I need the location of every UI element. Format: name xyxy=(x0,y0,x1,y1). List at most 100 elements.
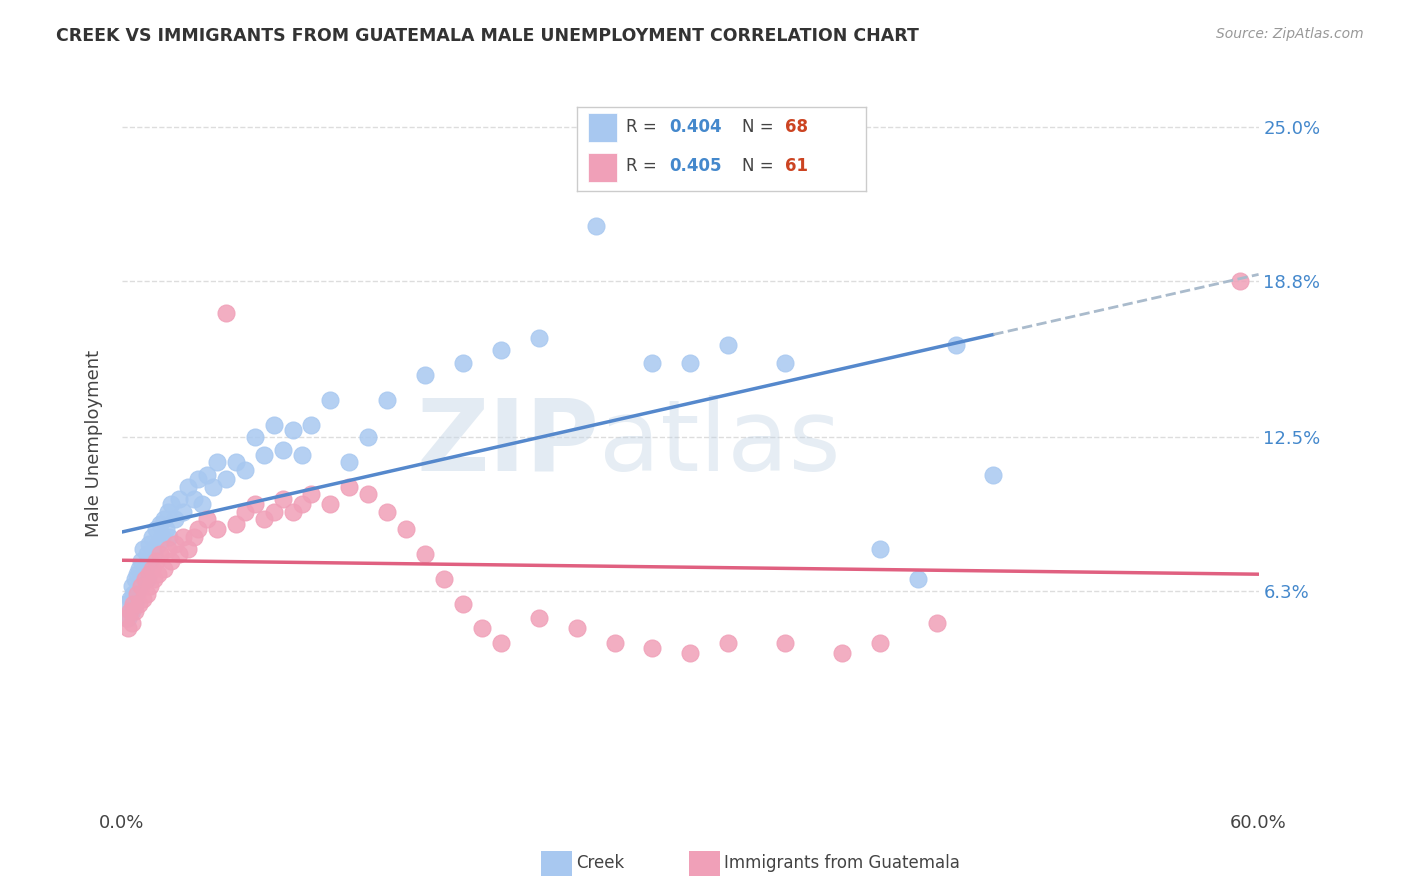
Point xyxy=(121,616,143,631)
Point xyxy=(281,505,304,519)
Point xyxy=(195,512,218,526)
Point xyxy=(357,430,380,444)
Point xyxy=(146,537,169,551)
Point xyxy=(195,467,218,482)
Point xyxy=(395,522,418,536)
Point xyxy=(233,505,256,519)
Point xyxy=(183,530,205,544)
Point xyxy=(135,572,157,586)
Point xyxy=(375,505,398,519)
Point xyxy=(118,604,141,618)
Point xyxy=(233,462,256,476)
Point xyxy=(831,646,853,660)
Point xyxy=(127,584,149,599)
Point xyxy=(135,547,157,561)
Point xyxy=(143,572,166,586)
Text: Creek: Creek xyxy=(576,855,624,872)
Text: ZIP: ZIP xyxy=(416,395,599,492)
Point xyxy=(172,530,194,544)
Point xyxy=(135,587,157,601)
Text: atlas: atlas xyxy=(599,395,841,492)
Point xyxy=(139,554,162,568)
Point xyxy=(291,497,314,511)
Point xyxy=(156,505,179,519)
Point xyxy=(253,512,276,526)
Point xyxy=(121,604,143,618)
Point xyxy=(187,473,209,487)
Point xyxy=(167,547,190,561)
Point xyxy=(177,541,200,556)
Point xyxy=(128,562,150,576)
Point xyxy=(773,636,796,650)
Point xyxy=(641,641,664,656)
Point xyxy=(337,480,360,494)
Point xyxy=(134,572,156,586)
Point xyxy=(301,417,323,432)
Point xyxy=(156,541,179,556)
Point xyxy=(132,541,155,556)
Point xyxy=(433,572,456,586)
Point xyxy=(115,611,138,625)
Point xyxy=(138,537,160,551)
Point xyxy=(489,343,512,358)
Point xyxy=(527,611,550,625)
Point xyxy=(357,487,380,501)
Point xyxy=(134,562,156,576)
Point xyxy=(124,572,146,586)
Point xyxy=(117,611,139,625)
Point xyxy=(177,480,200,494)
Point xyxy=(128,579,150,593)
Point xyxy=(146,566,169,581)
Text: Immigrants from Guatemala: Immigrants from Guatemala xyxy=(724,855,960,872)
Point xyxy=(585,219,607,234)
Point xyxy=(124,597,146,611)
Point xyxy=(451,356,474,370)
Point xyxy=(122,597,145,611)
Point xyxy=(149,517,172,532)
Point xyxy=(679,646,702,660)
Point xyxy=(183,492,205,507)
Point xyxy=(301,487,323,501)
Point xyxy=(205,522,228,536)
Point xyxy=(717,636,740,650)
Point xyxy=(1229,274,1251,288)
Point xyxy=(172,505,194,519)
Point xyxy=(337,455,360,469)
Point xyxy=(565,621,588,635)
Point xyxy=(869,541,891,556)
Point xyxy=(121,579,143,593)
Point xyxy=(129,554,152,568)
Point xyxy=(413,547,436,561)
Point xyxy=(413,368,436,383)
Point xyxy=(527,331,550,345)
Point xyxy=(253,448,276,462)
Point xyxy=(489,636,512,650)
Point xyxy=(160,554,183,568)
Point xyxy=(263,417,285,432)
Point xyxy=(129,572,152,586)
Point xyxy=(205,455,228,469)
Point xyxy=(127,566,149,581)
Point xyxy=(167,492,190,507)
Point xyxy=(149,547,172,561)
Point xyxy=(603,636,626,650)
Point xyxy=(717,338,740,352)
Point xyxy=(319,392,342,407)
Point xyxy=(141,562,163,576)
Point xyxy=(243,430,266,444)
Point xyxy=(471,621,494,635)
Point xyxy=(907,572,929,586)
Y-axis label: Male Unemployment: Male Unemployment xyxy=(86,350,103,537)
Point xyxy=(773,356,796,370)
Text: CREEK VS IMMIGRANTS FROM GUATEMALA MALE UNEMPLOYMENT CORRELATION CHART: CREEK VS IMMIGRANTS FROM GUATEMALA MALE … xyxy=(56,27,920,45)
Point xyxy=(115,597,138,611)
Point xyxy=(152,562,174,576)
Point xyxy=(152,512,174,526)
Point xyxy=(118,591,141,606)
Point xyxy=(215,473,238,487)
Point xyxy=(925,616,948,631)
Point xyxy=(160,497,183,511)
Point xyxy=(139,579,162,593)
Point xyxy=(243,497,266,511)
Point xyxy=(122,587,145,601)
